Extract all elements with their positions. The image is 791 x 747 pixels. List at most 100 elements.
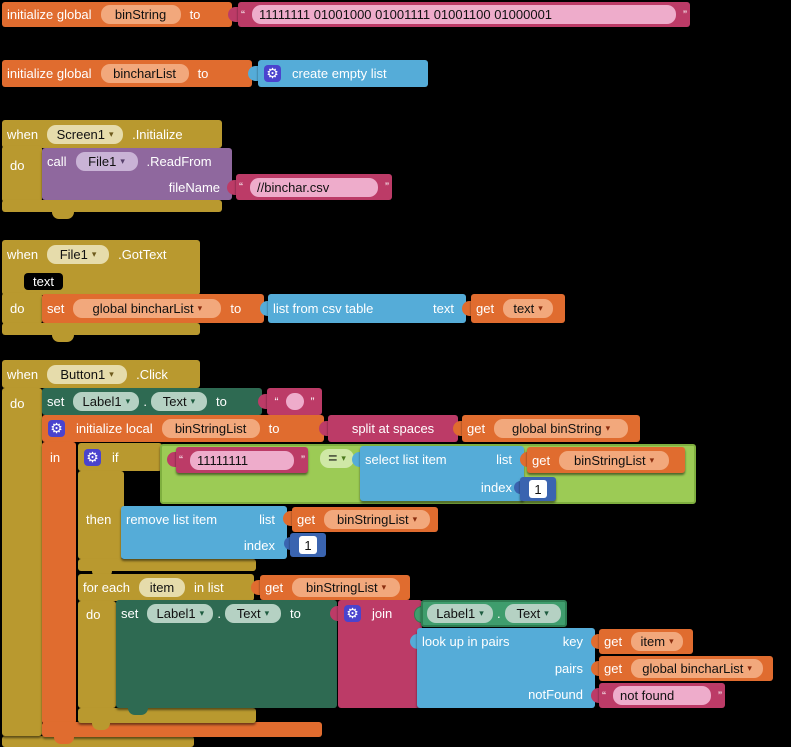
method-label: .ReadFrom [146,153,212,169]
select-list-item-block[interactable]: select list item list index [360,446,524,501]
get-text-block[interactable]: get text ▾ [471,294,565,323]
look-up-in-pairs-block[interactable]: look up in pairs key pairs notFound [417,628,595,708]
file1-dropdown[interactable]: File1 ▾ [75,151,138,171]
get-label: get [604,634,623,649]
not-found-field[interactable]: not found [613,686,711,705]
text-var-dropdown[interactable]: text ▾ [503,299,554,318]
number-1-block[interactable]: 1 [290,533,326,557]
not-found-text-block[interactable]: “ not found ” [599,683,725,708]
text-prop-dropdown[interactable]: Text ▾ [224,604,281,623]
if-left-rail[interactable] [78,471,124,559]
label1-dropdown[interactable]: Label1 ▾ [147,604,214,623]
label1-dropdown[interactable]: Label1 ▾ [73,392,140,411]
when-file1-gottext-header[interactable]: when File1 ▾ .GotText text [2,240,200,295]
event-label: .Click [136,366,168,382]
for-each-bottom-bar[interactable] [78,708,256,723]
binstringlist-dropdown[interactable]: binStringList ▾ [324,510,431,529]
initialize-local-left-rail[interactable] [42,442,76,724]
set-label1-text-block[interactable]: set Label1 ▾ . Text ▾ to [42,388,262,415]
filename-value-field[interactable]: //binchar.csv [250,177,378,197]
bincharlist-name-field[interactable]: bincharList [100,64,189,83]
to-label: to [230,301,242,316]
call-label: call [47,153,67,169]
number-1-block[interactable]: 1 [520,477,556,501]
text-11111111-block[interactable]: “ 11111111 ” [176,447,308,473]
close-quote: ” [683,7,687,22]
get-binstringlist-block[interactable]: get binStringList ▾ [527,447,685,473]
when-file1-left-rail[interactable] [2,293,42,324]
when-screen1-initialize-header[interactable]: when Screen1 ▾ .Initialize [2,120,222,148]
remove-list-item-block[interactable]: remove list item list index [121,506,287,559]
button1-dropdown[interactable]: Button1 ▾ [47,364,128,384]
if-block-header[interactable]: ⚙ if [78,443,162,471]
when-screen1-left-rail[interactable] [2,146,42,202]
open-quote: “ [239,180,243,194]
text-prop-dropdown[interactable]: Text ▾ [504,604,561,623]
binstringlist-dropdown[interactable]: binStringList ▾ [292,578,401,597]
init-global-binstring-block[interactable]: initialize global binString to [2,2,232,27]
do-label: do [10,301,25,316]
call-file1-readfrom-block[interactable]: call File1 ▾ .ReadFrom fileName [42,148,232,200]
when-button1-bottom-bar[interactable] [2,736,194,747]
close-quote: ” [310,394,315,409]
label1-dropdown[interactable]: Label1 ▾ [427,604,493,623]
filename-text-block[interactable]: “ //binchar.csv ” [236,174,392,200]
global-binstring-dropdown[interactable]: global binString ▾ [494,419,629,438]
join-block[interactable]: ⚙ join [338,600,422,708]
when-screen1-bottom-bar[interactable] [2,200,222,212]
mutator-gear-icon[interactable]: ⚙ [84,448,101,466]
set-global-bincharlist-block[interactable]: set global bincharList ▾ to [42,294,264,323]
get-binstringlist-block[interactable]: get binStringList ▾ [292,507,438,532]
set-label1-text-block[interactable]: set Label1 ▾ . Text ▾ to [116,600,337,708]
number-field[interactable]: 1 [529,480,547,498]
text-11111111-field[interactable]: 11111111 [190,450,294,470]
label1-text-getter-block[interactable]: Label1 ▾ . Text ▾ [421,600,567,627]
initialize-local-bottom-bar[interactable] [42,722,322,737]
initialize-local-block[interactable]: ⚙ initialize local binStringList to [42,415,324,442]
when-button1-click-header[interactable]: when Button1 ▾ .Click [2,360,200,388]
get-global-binstring-block[interactable]: get global binString ▾ [462,415,640,442]
get-item-block[interactable]: get item ▾ [599,629,693,654]
get-binstringlist-block[interactable]: get binStringList ▾ [260,575,410,600]
operator-dropdown[interactable]: = ▾ [320,449,354,468]
screen1-dropdown[interactable]: Screen1 ▾ [47,124,124,144]
block-bump [52,212,74,219]
to-label: to [197,66,209,81]
binstring-value-field[interactable]: 11111111 01001000 01001111 01001100 0100… [252,5,676,24]
file1-dropdown[interactable]: File1 ▾ [47,244,110,264]
field-text: Label1 [156,606,196,621]
if-bottom-bar[interactable] [78,559,256,571]
create-empty-list-block[interactable]: ⚙ create empty list [258,60,428,87]
field-text: Label1 [436,606,476,621]
item-name-field[interactable]: item [138,578,185,597]
field-text: binStringList [574,452,646,468]
binstringlist-name-field[interactable]: binStringList [161,419,260,438]
number-field[interactable]: 1 [299,536,317,554]
global-bincharlist-dropdown[interactable]: global bincharList ▾ [73,299,222,318]
mutator-gear-icon[interactable]: ⚙ [264,65,281,82]
get-label: get [476,301,495,316]
text-prop-dropdown[interactable]: Text ▾ [150,392,207,411]
connector-tab [228,7,239,22]
text-param-pill[interactable]: text [24,273,63,290]
get-global-bincharlist-block[interactable]: get global bincharList ▾ [599,656,773,681]
init-global-bincharlist-block[interactable]: initialize global bincharList to [2,60,252,87]
empty-string-field[interactable] [285,393,304,410]
item-dropdown[interactable]: item ▾ [631,632,684,651]
binstringlist-dropdown[interactable]: binStringList ▾ [559,450,670,470]
for-each-block-header[interactable]: for each item in list [78,574,254,601]
global-bincharlist-dropdown[interactable]: global bincharList ▾ [631,659,764,678]
mutator-gear-icon[interactable]: ⚙ [48,420,65,437]
dropdown-arrow-icon: ▾ [264,608,270,618]
mutator-gear-icon[interactable]: ⚙ [344,605,361,622]
empty-string-block[interactable]: “ ” [267,388,322,415]
for-each-left-rail[interactable] [78,601,116,708]
key-socket-label: key [562,633,583,649]
binstring-name-field[interactable]: binString [100,5,181,24]
when-button1-left-rail[interactable] [2,388,42,736]
list-from-csv-table-block[interactable]: list from csv table text [268,294,466,323]
when-file1-bottom-bar[interactable] [2,323,200,335]
split-at-spaces-block[interactable]: split at spaces [328,415,458,442]
binstring-text-block[interactable]: “ 11111111 01001000 01001111 01001100 01… [238,2,690,27]
dropdown-arrow-icon: ▾ [605,423,611,433]
